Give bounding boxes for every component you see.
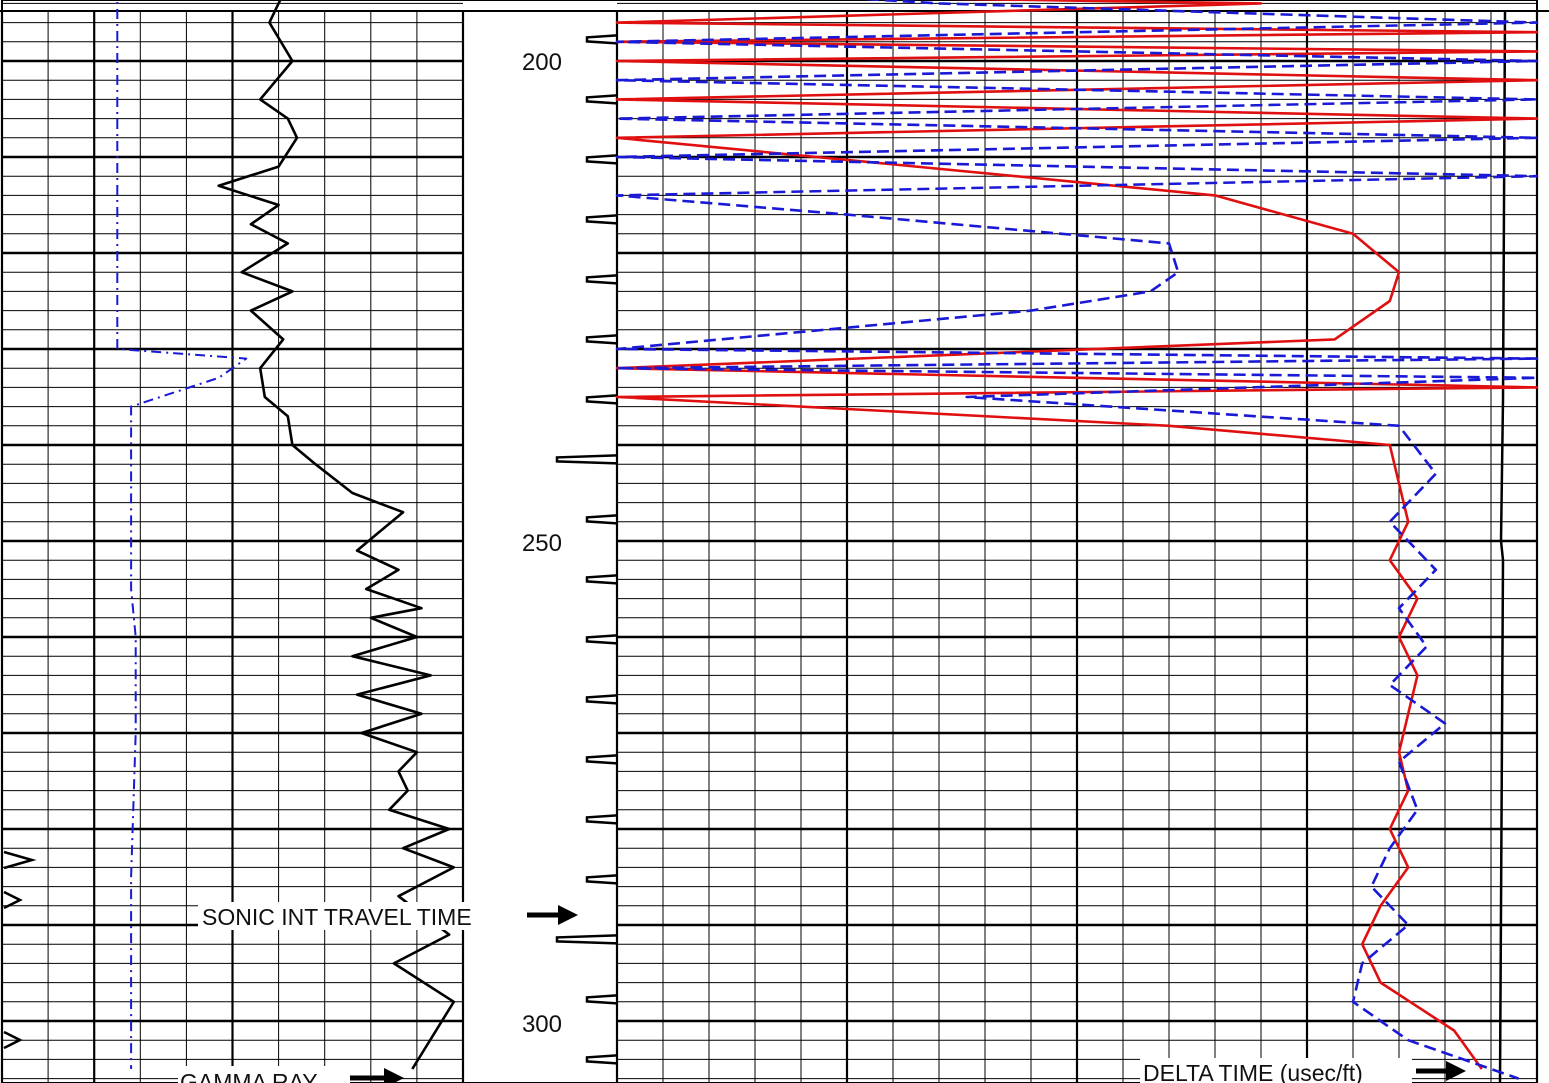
travel-time-tick: [585, 754, 618, 765]
travel-time-tick: [555, 454, 618, 465]
depth-label-250: 250: [522, 530, 562, 557]
travel-time-tick: [585, 334, 618, 345]
gamma-wrap-fragment: [3, 890, 23, 910]
travel-time-tick: [585, 214, 618, 225]
travel-time-tick: [585, 994, 618, 1005]
delta-time-curve: [615, 0, 1539, 1070]
short-spacing-curve: [615, 0, 1539, 1080]
travel-time-tick: [585, 874, 618, 885]
travel-time-tick: [585, 694, 618, 705]
travel-time-tick: [585, 634, 618, 645]
travel-time-tick: [585, 34, 618, 45]
gamma-wrap-fragment: [3, 1030, 23, 1050]
sonic-int-travel-time-label: SONIC INT TRAVEL TIME: [202, 904, 472, 930]
gamma-label-bg: [178, 1066, 350, 1083]
sonic-label-bg: [198, 902, 520, 930]
gamma-ray-label: GAMMA RAY: [180, 1069, 318, 1083]
travel-time-tick: [585, 574, 618, 585]
gamma-wrap-fragment: [3, 850, 37, 870]
travel-time-tick: [585, 814, 618, 825]
travel-time-tick: [555, 934, 618, 945]
gamma-ray-curve: [217, 0, 456, 1070]
track2-boundary-line: [1498, 10, 1507, 1083]
travel-time-tick: [585, 274, 618, 285]
travel-time-tick: [585, 514, 618, 525]
sonic-arrow-icon: [527, 905, 578, 925]
delta-time-label: DELTA TIME (usec/ft): [1143, 1060, 1363, 1083]
depth-label-300: 300: [522, 1011, 562, 1038]
delta-arrow-icon: [1416, 1061, 1466, 1081]
gamma-arrow-icon: [350, 1068, 404, 1083]
travel-time-tick: [585, 1054, 618, 1065]
log-curves: [3, 0, 1539, 1080]
depth-label-200: 200: [522, 49, 562, 76]
delta-label-bg: [1140, 1058, 1412, 1083]
travel-time-tick: [585, 394, 618, 405]
travel-time-ticks: [555, 34, 618, 1065]
travel-time-tick: [585, 154, 618, 165]
caliper-curve: [116, 0, 248, 1069]
travel-time-tick: [585, 94, 618, 105]
